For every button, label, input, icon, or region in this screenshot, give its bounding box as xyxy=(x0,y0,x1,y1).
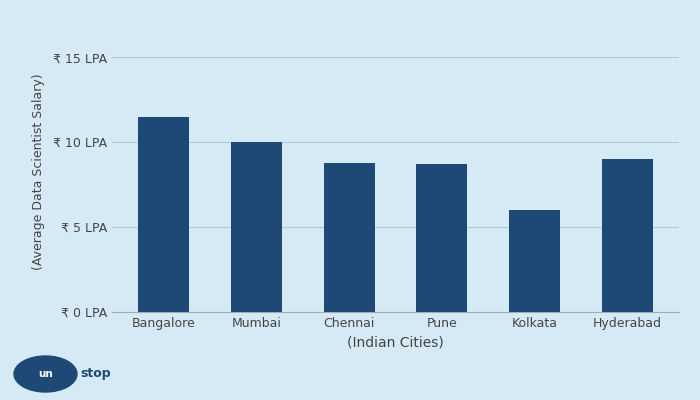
Text: un: un xyxy=(38,369,53,379)
Text: stop: stop xyxy=(80,368,111,380)
Bar xyxy=(510,210,561,312)
Y-axis label: (Average Data Scientist Salary): (Average Data Scientist Salary) xyxy=(32,74,45,270)
Bar xyxy=(230,142,281,312)
Bar xyxy=(416,164,468,312)
Bar xyxy=(323,163,375,312)
Bar xyxy=(138,117,189,312)
Bar xyxy=(602,159,653,312)
X-axis label: (Indian Cities): (Indian Cities) xyxy=(347,336,444,350)
